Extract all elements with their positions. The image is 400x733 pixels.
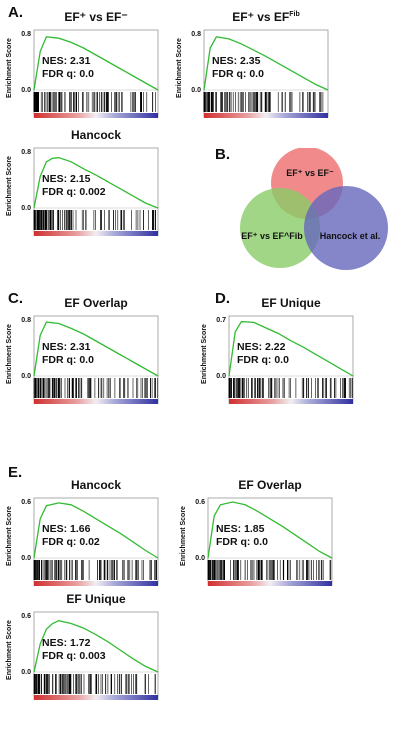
y-tick-label: 0.0 [216, 373, 226, 380]
gsea-plot-e1: Hancock Enrichment Score 0.6 0.0 NES: 1.66 FD… [0, 474, 182, 614]
y-axis-label: Enrichment Score [176, 38, 183, 98]
y-tick-label: 0.8 [21, 317, 31, 324]
panel-label-e: E. [8, 464, 23, 481]
hit-barcode [203, 92, 324, 112]
y-tick-label: 0.6 [195, 499, 205, 506]
gsea-svg: EF Unique Enrichment Score 0.6 0.0 NES: 1.72… [6, 592, 159, 700]
fdr-label: FDR q: 0.0 [237, 354, 289, 366]
gsea-svg: EF Unique Enrichment Score 0.7 0.0 NES: 2.22… [201, 296, 354, 404]
rank-gradient-bar [34, 113, 158, 118]
nes-label: NES: 1.85 [216, 523, 265, 535]
y-tick-label: 0.0 [21, 205, 31, 212]
enrichment-curve [207, 501, 333, 559]
y-tick-label: 0.0 [21, 87, 31, 94]
rank-gradient-bar [204, 113, 328, 118]
gsea-plot-e2: EF Overlap Enrichment Score 0.6 0.0 NES: 1.8… [174, 474, 356, 614]
y-axis-label: Enrichment Score [201, 324, 208, 384]
plot-title: EF Unique [66, 592, 126, 606]
plot-title: Hancock [71, 478, 121, 492]
enrichment-curve [203, 36, 329, 91]
fdr-label: FDR q: 0.0 [216, 536, 268, 548]
hit-barcode [33, 92, 156, 112]
nes-label: NES: 2.31 [42, 341, 91, 353]
y-tick-label: 0.8 [191, 31, 201, 38]
gsea-svg: EF Overlap Enrichment Score 0.8 0.0 NES: 2.3… [6, 296, 159, 404]
plot-title: EF Overlap [238, 478, 301, 492]
enrichment-curve [33, 36, 159, 91]
plot-title: Hancock [71, 128, 121, 142]
fdr-label: FDR q: 0.002 [42, 186, 106, 198]
fdr-label: FDR q: 0.003 [42, 650, 106, 662]
gsea-svg: EF Overlap Enrichment Score 0.6 0.0 NES: 1.8… [180, 478, 333, 586]
gsea-plot-c: EF Overlap Enrichment Score 0.8 0.0 NES: 2.3… [0, 292, 182, 432]
venn-label-hancock: Hancock et al. [320, 231, 381, 241]
gsea-plot-e3: EF Unique Enrichment Score 0.6 0.0 NES: 1.72… [0, 588, 182, 728]
rank-gradient-bar [34, 695, 158, 700]
plot-title: EF⁺ vs EFFib [232, 10, 300, 24]
nes-label: NES: 2.35 [212, 55, 261, 67]
nes-label: NES: 1.66 [42, 523, 91, 535]
enrichment-curve [33, 321, 159, 377]
y-axis-label: Enrichment Score [6, 324, 13, 384]
venn-label-ef-vs-ef-fib: EF⁺ vs EF^Fib [241, 231, 303, 241]
rank-gradient-bar [34, 581, 158, 586]
venn-diagram: EF⁺ vs EF⁻ EF⁺ vs EF^Fib Hancock et al. [240, 148, 388, 270]
venn-circle-hancock [304, 186, 388, 270]
panel-label-d: D. [215, 290, 230, 307]
y-tick-label: 0.0 [195, 555, 205, 562]
rank-gradient-bar [34, 399, 158, 404]
y-axis-label: Enrichment Score [6, 506, 13, 566]
plot-title: EF⁺ vs EF⁻ [64, 10, 127, 24]
y-axis-label: Enrichment Score [6, 156, 13, 216]
hit-barcode [33, 378, 158, 398]
y-tick-label: 0.0 [21, 669, 31, 676]
gsea-svg: EF⁺ vs EFFib Enrichment Score 0.8 0.0 NES: 2… [176, 10, 329, 118]
rank-gradient-bar [34, 231, 158, 236]
y-axis-label: Enrichment Score [6, 620, 13, 680]
rank-gradient-bar [208, 581, 332, 586]
y-tick-label: 0.0 [21, 373, 31, 380]
gsea-plot-a1: EF⁺ vs EF⁻ Enrichment Score 0.8 0.0 NES: 2.3… [0, 6, 182, 146]
fdr-label: FDR q: 0.0 [212, 68, 264, 80]
enrichment-curve [33, 156, 159, 209]
nes-label: NES: 2.31 [42, 55, 91, 67]
rank-gradient-bar [229, 399, 353, 404]
enrichment-curve [33, 502, 159, 559]
fdr-label: FDR q: 0.0 [42, 354, 94, 366]
y-tick-label: 0.6 [21, 499, 31, 506]
nes-label: NES: 1.72 [42, 637, 91, 649]
hit-barcode [33, 674, 156, 694]
panel-label-b: B. [215, 146, 230, 163]
panel-label-c: C. [8, 290, 23, 307]
gsea-plot-a3: Hancock Enrichment Score 0.8 0.0 NES: 2.15 FD… [0, 124, 182, 264]
fdr-label: FDR q: 0.0 [42, 68, 94, 80]
fdr-label: FDR q: 0.02 [42, 536, 100, 548]
y-tick-label: 0.6 [21, 613, 31, 620]
y-tick-label: 0.7 [216, 317, 226, 324]
y-axis-label: Enrichment Score [180, 506, 187, 566]
y-tick-label: 0.0 [21, 555, 31, 562]
nes-label: NES: 2.15 [42, 173, 91, 185]
plot-title: EF Unique [261, 296, 321, 310]
enrichment-curve [33, 620, 159, 673]
hit-barcode [228, 378, 353, 398]
y-tick-label: 0.8 [21, 149, 31, 156]
y-tick-label: 0.8 [21, 31, 31, 38]
gsea-svg: Hancock Enrichment Score 0.8 0.0 NES: 2.15FD… [6, 128, 159, 236]
hit-barcode [33, 560, 157, 580]
y-tick-label: 0.0 [191, 87, 201, 94]
nes-label: NES: 2.22 [237, 341, 286, 353]
venn-label-ef-vs-ef-neg: EF⁺ vs EF⁻ [286, 168, 334, 178]
gsea-plot-a2: EF⁺ vs EFFib Enrichment Score 0.8 0.0 NES: 2… [170, 6, 352, 146]
gsea-plot-d: EF Unique Enrichment Score 0.7 0.0 NES: 2.22… [195, 292, 377, 432]
gsea-svg: EF⁺ vs EF⁻ Enrichment Score 0.8 0.0 NES: 2.3… [6, 10, 159, 118]
hit-barcode [33, 210, 156, 230]
venn-circle-ef-vs-ef-fib [240, 188, 320, 268]
hit-barcode [207, 560, 332, 580]
gsea-svg: Hancock Enrichment Score 0.6 0.0 NES: 1.66FD… [6, 478, 159, 586]
plot-title: EF Overlap [64, 296, 127, 310]
panel-label-a: A. [8, 4, 23, 21]
enrichment-curve [228, 320, 354, 377]
y-axis-label: Enrichment Score [6, 38, 13, 98]
